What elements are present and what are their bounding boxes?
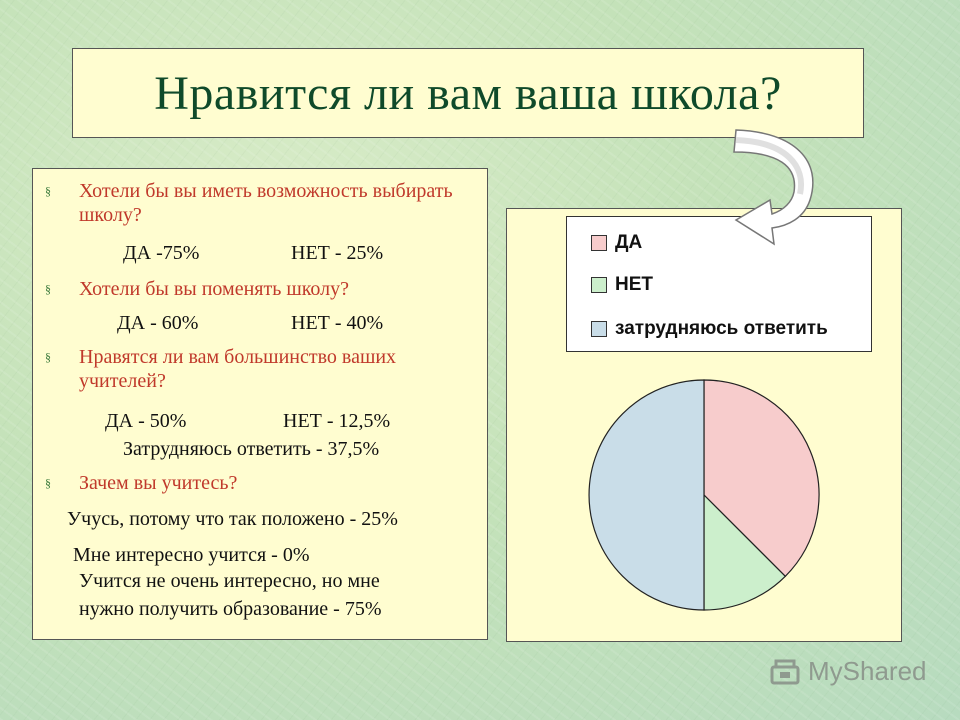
watermark: MyShared	[768, 656, 927, 687]
watermark-text: MyShared	[808, 656, 927, 686]
slide-title: Нравится ли вам ваша школа?	[154, 66, 782, 120]
question-1-text: Хотели бы вы иметь возможность выбирать …	[79, 180, 453, 226]
legend-swatch-unsure	[591, 321, 607, 337]
legend-label-yes: ДА	[615, 232, 643, 253]
q4-answer-3-line-1: Учится не очень интересно, но мне	[79, 570, 380, 592]
legend-item-yes: ДА	[591, 232, 643, 253]
q4-answer-1: Учусь, потому что так положено - 25%	[67, 508, 398, 530]
bullet-icon: §	[45, 282, 51, 296]
survey-panel: § Хотели бы вы иметь возможность выбират…	[32, 168, 488, 640]
q3-no: НЕТ - 12,5%	[283, 410, 391, 432]
question-4: § Зачем вы учитесь?	[45, 471, 465, 495]
watermark-logo-icon	[770, 659, 800, 684]
question-2-text: Хотели бы вы поменять школу?	[79, 278, 350, 300]
legend-label-no: НЕТ	[615, 274, 653, 295]
legend-swatch-no	[591, 277, 607, 293]
title-box: Нравится ли вам ваша школа?	[72, 48, 864, 138]
legend-item-no: НЕТ	[591, 274, 653, 295]
bullet-icon: §	[45, 184, 51, 198]
q3-yes: ДА - 50%	[105, 410, 187, 432]
question-2: § Хотели бы вы поменять школу?	[45, 277, 465, 301]
q3-unsure: Затрудняюсь ответить - 37,5%	[123, 438, 380, 460]
legend-swatch-yes	[591, 235, 607, 251]
q2-yes: ДА - 60%	[117, 312, 199, 334]
bullet-icon: §	[45, 476, 51, 490]
question-3: § Нравятся ли вам большинство ваших учит…	[45, 345, 465, 397]
question-4-text: Зачем вы учитесь?	[79, 472, 238, 494]
question-3-text: Нравятся ли вам большинство ваших учител…	[79, 346, 397, 392]
q4-answer-2: Мне интересно учится - 0%	[73, 544, 310, 566]
bullet-icon: §	[45, 350, 51, 364]
q1-no: НЕТ - 25%	[291, 242, 384, 264]
chart-legend: ДА НЕТ затрудняюсь ответить	[566, 216, 872, 352]
pie-slice-yes	[703, 379, 820, 578]
pie-slice-unsure	[588, 379, 705, 611]
question-1: § Хотели бы вы иметь возможность выбират…	[45, 179, 465, 231]
legend-label-unsure: затрудняюсь ответить	[615, 318, 828, 339]
pie-slice-no	[703, 493, 787, 611]
q1-yes: ДА -75%	[123, 242, 200, 264]
pie-chart	[588, 379, 820, 611]
q4-answer-3-line-2: нужно получить образование - 75%	[79, 598, 382, 620]
curved-arrow-icon	[733, 129, 814, 246]
legend-item-unsure: затрудняюсь ответить	[591, 318, 828, 339]
q2-no: НЕТ - 40%	[291, 312, 384, 334]
